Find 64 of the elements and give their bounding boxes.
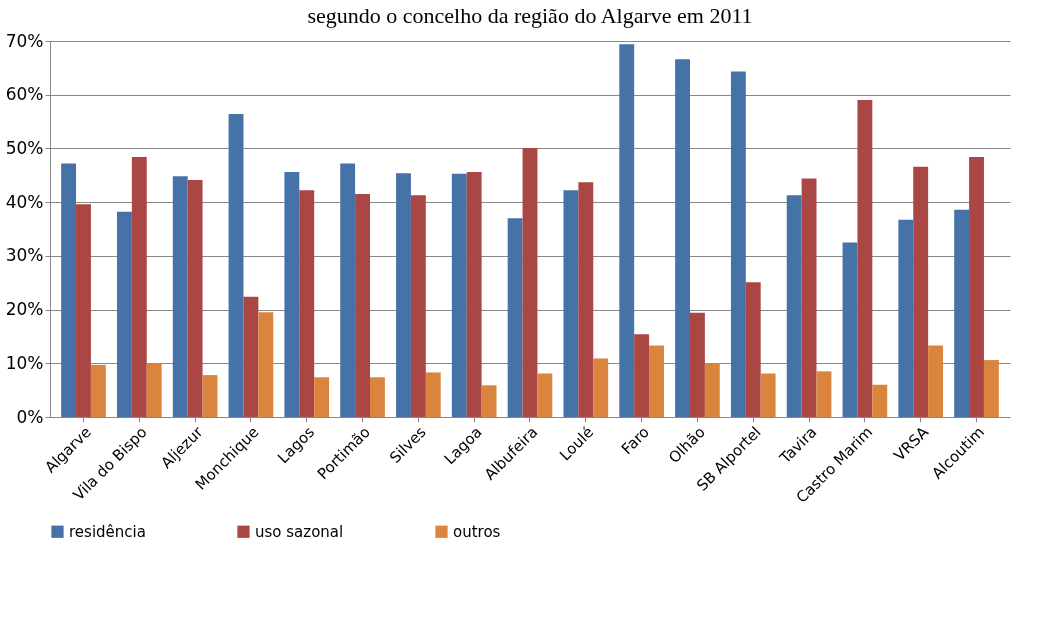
bar	[314, 377, 330, 417]
bar	[425, 372, 441, 417]
bar	[299, 190, 315, 417]
bar	[340, 163, 356, 417]
y-tick-label: 50%	[5, 137, 44, 158]
bar	[284, 172, 300, 417]
bar	[760, 373, 776, 417]
bar	[466, 172, 482, 417]
bar	[202, 375, 218, 417]
bar	[928, 345, 944, 417]
bar	[578, 182, 594, 417]
bar	[675, 59, 690, 417]
bar	[872, 384, 888, 417]
y-tick-label: 10%	[5, 352, 44, 373]
legend-label: residência	[69, 522, 146, 541]
bar	[634, 334, 650, 417]
bar	[116, 211, 132, 417]
y-tick-label: 60%	[5, 84, 44, 105]
bar	[172, 176, 188, 417]
bar	[243, 296, 259, 417]
bar	[898, 219, 914, 417]
bar	[131, 157, 147, 417]
bar	[228, 114, 244, 417]
bar	[76, 204, 91, 417]
bar	[969, 157, 984, 417]
y-tick-label: 40%	[5, 191, 44, 212]
bar	[451, 173, 467, 417]
bar	[816, 371, 832, 417]
x-tick-label: Faro	[617, 423, 653, 459]
bar	[786, 195, 802, 417]
y-tick-label: 70%	[5, 30, 44, 51]
bar	[745, 282, 761, 417]
bar	[537, 373, 553, 417]
bar	[913, 166, 929, 417]
legend-label: uso sazonal	[255, 522, 344, 541]
bar	[61, 163, 77, 417]
bar	[954, 209, 970, 417]
bar	[370, 377, 385, 417]
bar	[704, 363, 720, 417]
bar	[396, 173, 411, 417]
y-tick-label: 30%	[5, 245, 44, 266]
bar	[187, 180, 203, 417]
bar	[507, 218, 523, 417]
bar	[355, 194, 370, 417]
bar	[619, 44, 635, 417]
bar	[801, 178, 817, 417]
bar	[730, 71, 746, 417]
legend-label: outros	[453, 522, 501, 541]
bar	[857, 100, 873, 417]
bar	[146, 363, 162, 417]
bar	[983, 360, 999, 417]
bar	[90, 364, 106, 417]
y-tick-label: 20%	[5, 299, 44, 320]
bar	[522, 147, 538, 417]
bar	[258, 312, 274, 417]
bar	[842, 242, 858, 417]
bar	[593, 358, 609, 417]
bar	[649, 345, 664, 417]
bar	[481, 385, 497, 417]
bar	[690, 312, 705, 417]
chart-title: segundo o concelho da região do Algarve em 2011	[307, 3, 753, 28]
bar	[563, 190, 579, 417]
y-tick-label: 0%	[16, 406, 44, 427]
bar	[410, 195, 426, 417]
